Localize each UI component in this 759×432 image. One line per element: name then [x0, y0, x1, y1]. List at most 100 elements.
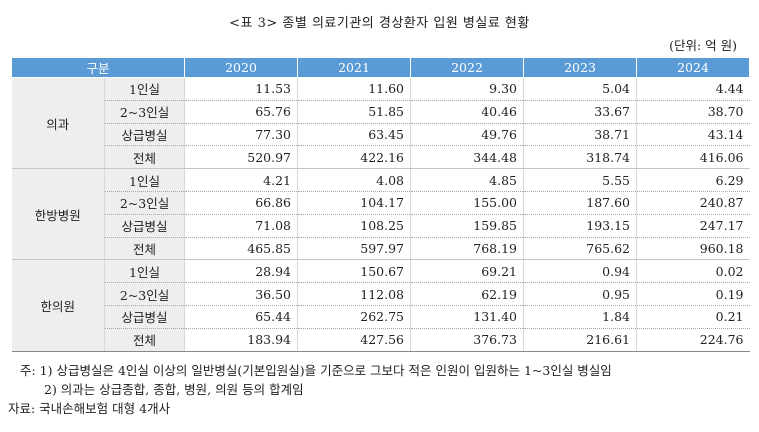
value-cell: 112.08 [297, 282, 411, 306]
header-category: 구분 [10, 57, 186, 78]
row-label: 상급병실 [103, 123, 185, 147]
value-cell: 62.19 [410, 282, 524, 306]
value-cell: 422.16 [297, 145, 411, 170]
value-cell: 71.08 [184, 214, 298, 238]
value-cell: 5.55 [523, 168, 637, 192]
value-cell: 0.94 [523, 259, 637, 284]
value-cell: 427.56 [297, 328, 411, 352]
table-header-row: 구분 2020 2021 2022 2023 2024 [10, 57, 751, 78]
value-cell: 104.17 [297, 191, 411, 215]
value-cell: 4.85 [410, 168, 524, 192]
value-cell: 36.50 [184, 282, 298, 306]
value-cell: 416.06 [636, 145, 750, 170]
value-cell: 520.97 [184, 145, 298, 170]
value-cell: 33.67 [523, 100, 637, 124]
table-row: 2~3인실 65.76 51.85 40.46 33.67 38.70 [12, 100, 750, 124]
footnote-2: 2) 의과는 상급종합, 종합, 병원, 의원 등의 합계임 [44, 382, 304, 397]
value-cell: 344.48 [410, 145, 524, 170]
table-body: 의과 1인실 11.53 11.60 9.30 5.04 4.44 2~3인실 65.76 51.… [11, 77, 750, 352]
table-row: 의과 1인실 11.53 11.60 9.30 5.04 4.44 [11, 77, 750, 170]
row-label: 전체 [103, 328, 185, 352]
value-cell: 465.85 [184, 237, 298, 261]
value-cell: 224.76 [636, 328, 750, 352]
row-label: 전체 [103, 145, 185, 170]
value-cell: 43.14 [636, 123, 750, 147]
group-label: 의과 [11, 77, 105, 170]
source-note: 자료: 국내손해보험 대형 4개사 [8, 401, 171, 416]
value-cell: 159.85 [410, 214, 524, 238]
value-cell: 65.76 [184, 100, 298, 124]
table-title: <표 3> 종별 의료기관의 경상환자 입원 병실료 현황 [229, 16, 530, 31]
value-cell: 0.19 [636, 282, 750, 306]
value-cell: 0.95 [523, 282, 637, 306]
value-cell: 5.04 [523, 77, 637, 101]
value-cell: 247.17 [636, 214, 750, 238]
value-cell: 69.21 [410, 259, 524, 284]
value-cell: 187.60 [523, 191, 637, 215]
value-cell: 131.40 [410, 305, 524, 329]
row-label: 2~3인실 [103, 191, 185, 215]
value-cell: 108.25 [297, 214, 411, 238]
table-row: 2~3인실 66.86 104.17 155.00 187.60 240.87 [12, 191, 750, 215]
value-cell: 77.30 [184, 123, 298, 147]
value-cell: 183.94 [184, 328, 298, 352]
value-cell: 376.73 [410, 328, 524, 352]
value-cell: 9.30 [410, 77, 524, 101]
value-cell: 960.18 [636, 237, 750, 261]
row-label: 상급병실 [103, 305, 185, 329]
value-cell: 318.74 [523, 145, 637, 170]
value-cell: 11.60 [297, 77, 411, 101]
table-row: 상급병실 65.44 262.75 131.40 1.84 0.21 [12, 305, 750, 329]
value-cell: 51.85 [297, 100, 411, 124]
value-cell: 38.70 [636, 100, 750, 124]
value-cell: 193.15 [523, 214, 637, 238]
row-label: 전체 [103, 237, 185, 261]
group-label: 한방병원 [11, 168, 105, 261]
table-row: 전체 520.97 422.16 344.48 318.74 416.06 [12, 145, 750, 170]
value-cell: 597.97 [297, 237, 411, 261]
row-label: 상급병실 [103, 214, 185, 238]
footnote-1: 주: 1) 상급병실은 4인실 이상의 일반병실(기본입원실)을 기준으로 그보… [20, 363, 612, 378]
header-year: 2024 [636, 57, 751, 78]
row-label: 1인실 [103, 259, 185, 284]
value-cell: 4.21 [184, 168, 298, 192]
table-row: 한방병원 1인실 4.21 4.08 4.85 5.55 6.29 [11, 168, 750, 261]
value-cell: 216.61 [523, 328, 637, 352]
value-cell: 240.87 [636, 191, 750, 215]
row-label: 1인실 [103, 77, 185, 101]
value-cell: 150.67 [297, 259, 411, 284]
value-cell: 63.45 [297, 123, 411, 147]
value-cell: 0.21 [636, 305, 750, 329]
value-cell: 155.00 [410, 191, 524, 215]
value-cell: 765.62 [523, 237, 637, 261]
value-cell: 0.02 [636, 259, 750, 284]
notes: 주: 1) 상급병실은 4인실 이상의 일반병실(기본입원실)을 기준으로 그보… [8, 361, 612, 418]
value-cell: 28.94 [184, 259, 298, 284]
value-cell: 768.19 [410, 237, 524, 261]
table-row: 2~3인실 36.50 112.08 62.19 0.95 0.19 [12, 282, 750, 306]
header-year: 2022 [410, 57, 525, 78]
value-cell: 11.53 [184, 77, 298, 101]
row-label: 2~3인실 [103, 100, 185, 124]
value-cell: 4.44 [636, 77, 750, 101]
row-label: 1인실 [103, 168, 185, 192]
unit-label: (단위: 억 원) [669, 38, 737, 53]
data-table: 구분 2020 2021 2022 2023 2024 의과 1인실 11.53 11… [10, 57, 751, 352]
value-cell: 40.46 [410, 100, 524, 124]
header-year: 2021 [297, 57, 412, 78]
header-year: 2023 [523, 57, 638, 78]
table-row: 전체 465.85 597.97 768.19 765.62 960.18 [12, 237, 750, 261]
value-cell: 66.86 [184, 191, 298, 215]
value-cell: 38.71 [523, 123, 637, 147]
value-cell: 49.76 [410, 123, 524, 147]
value-cell: 1.84 [523, 305, 637, 329]
value-cell: 65.44 [184, 305, 298, 329]
row-label: 2~3인실 [103, 282, 185, 306]
table-row: 전체 183.94 427.56 376.73 216.61 224.76 [12, 328, 750, 352]
header-year: 2020 [184, 57, 299, 78]
table-row: 상급병실 71.08 108.25 159.85 193.15 247.17 [12, 214, 750, 238]
group-label: 한의원 [11, 259, 105, 352]
value-cell: 262.75 [297, 305, 411, 329]
value-cell: 6.29 [636, 168, 750, 192]
table-row: 상급병실 77.30 63.45 49.76 38.71 43.14 [12, 123, 750, 147]
